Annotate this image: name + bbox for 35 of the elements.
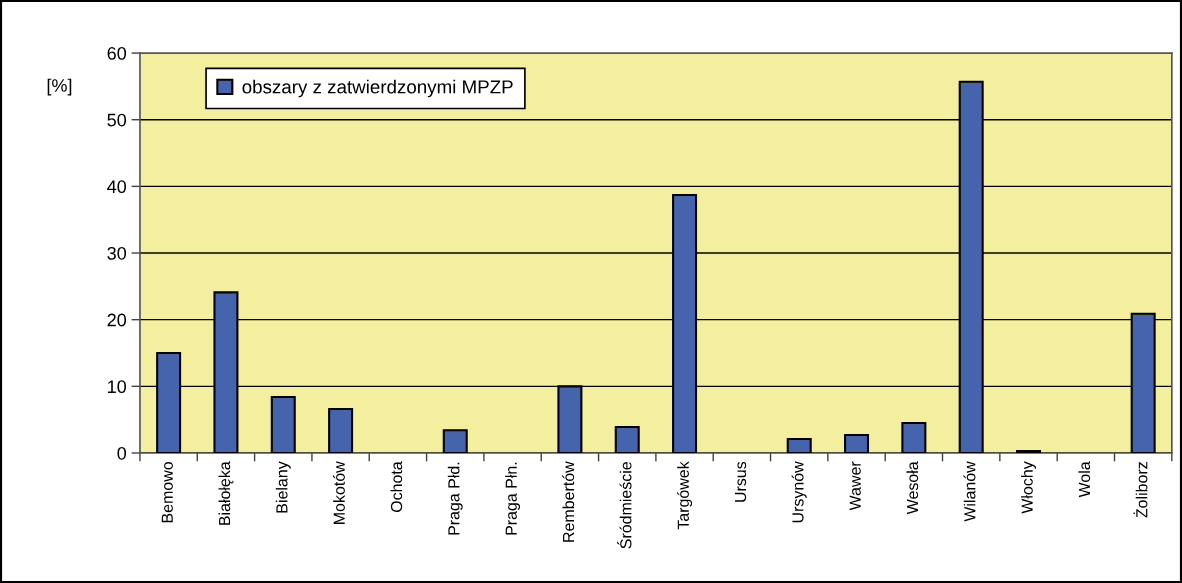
bar xyxy=(844,433,870,453)
x-tick-label: Ursynów xyxy=(791,461,807,523)
y-tick-label: 60 xyxy=(107,46,127,60)
x-tick-label: Białołęka xyxy=(218,461,234,525)
bar xyxy=(786,437,812,453)
x-tick-label: Targówek xyxy=(677,461,693,530)
y-tick-label: 40 xyxy=(107,180,127,194)
legend-label: obszary z zatwierdzonymi MPZP xyxy=(242,79,513,98)
y-tick-label: 0 xyxy=(117,446,127,460)
x-tick-label: Ursus xyxy=(735,461,747,502)
bar xyxy=(328,407,354,453)
bar xyxy=(614,425,640,453)
y-axis-title: [%] xyxy=(47,78,72,96)
x-tick-label: Wola xyxy=(1078,461,1091,498)
x-tick-label: Śródmieście xyxy=(617,462,632,549)
y-tick-label: 10 xyxy=(108,380,127,394)
bar xyxy=(1016,449,1042,453)
y-tick-label: 50 xyxy=(107,113,127,127)
bar xyxy=(442,429,468,453)
x-tick-label: Wesoła xyxy=(906,461,919,515)
x-tick-label: Włochy xyxy=(1021,461,1036,514)
x-tick-label: Praga Płn. xyxy=(505,462,521,535)
y-tick-label: 30 xyxy=(107,246,127,260)
x-tick-label: Praga Płd. xyxy=(447,462,463,535)
x-tick-label: Ochota xyxy=(390,461,403,513)
bar xyxy=(270,395,296,453)
x-tick-label: Rembertów xyxy=(562,461,575,542)
x-tick-label: Wawer xyxy=(849,461,861,511)
x-tick-label: Mokotów xyxy=(332,461,345,524)
y-tick-label: 20 xyxy=(107,313,127,327)
x-tick-label: Wilanów xyxy=(963,461,976,522)
x-tick-label: Żoliborz xyxy=(1133,462,1148,518)
x-tick-label: Bielany xyxy=(275,461,291,513)
x-tick-label: Bemowo xyxy=(161,461,173,523)
bar xyxy=(901,421,927,453)
